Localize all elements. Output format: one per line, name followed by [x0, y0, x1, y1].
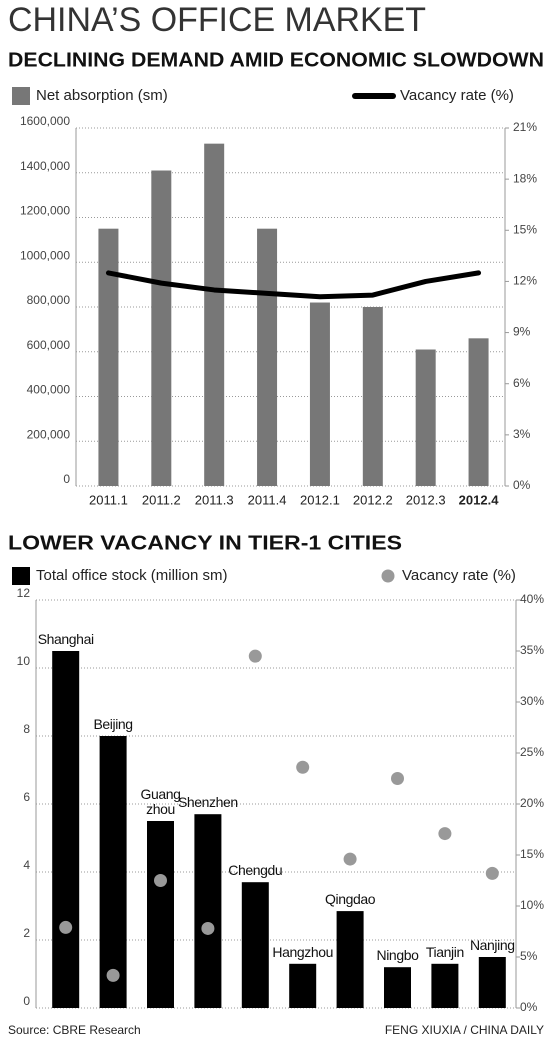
legend-label: Vacancy rate (%) [402, 567, 516, 584]
y-tick-label: 1600,000 [20, 114, 70, 128]
credit: FENG XIUXIA / CHINA DAILY [385, 1023, 544, 1037]
legend-swatch [12, 567, 30, 585]
y-tick-label: 1200,000 [20, 204, 70, 218]
bar [99, 736, 127, 1008]
y2-tick-label: 0% [520, 1000, 538, 1014]
y2-tick-label: 3% [513, 427, 531, 441]
category-label lbl: Shanghai [37, 631, 94, 647]
y-tick-label: 8 [23, 722, 30, 736]
category-label lbl: Nanjing [469, 937, 515, 953]
y2-tick-label: 6% [513, 376, 531, 390]
y-tick-label: 2 [23, 926, 30, 940]
vacancy-dot [296, 760, 310, 774]
x-tick-label: 2012.1 [300, 492, 340, 507]
y2-tick-label: 30% [520, 694, 544, 708]
x-tick-label: 2011.4 [248, 492, 287, 507]
vacancy-line [105, 270, 482, 300]
vacancy-dot [106, 968, 120, 982]
y2-tick-label: 15% [513, 222, 537, 236]
bar [194, 814, 222, 1008]
source: Source: CBRE Research [8, 1023, 141, 1037]
y2-tick-label: 20% [520, 796, 544, 810]
x-tick-label: 2011.2 [142, 492, 181, 507]
y2-tick-label: 12% [513, 274, 537, 288]
category-label lbl: Ningbo [376, 947, 419, 964]
y-tick-label: 0 [63, 472, 70, 486]
y-tick-label: 10 [17, 654, 31, 668]
chart-title: LOWER VACANCY IN TIER-1 CITIES [8, 532, 402, 554]
chart-title: DECLINING DEMAND AMID ECONOMIC SLOWDOWN [8, 49, 544, 71]
category-label lbl: Shenzhen [177, 794, 238, 811]
y-tick-label: 600,000 [27, 338, 71, 352]
category-label lbl: Tianjin [425, 943, 464, 960]
x-tick-label: 2012.3 [406, 492, 446, 507]
y2-tick-label: 0% [513, 478, 531, 492]
bar [289, 963, 317, 1008]
bar [415, 349, 436, 486]
category-label lbl: Hangzhou [272, 943, 333, 960]
y2-tick-label: 9% [513, 325, 531, 339]
vacancy-dot [201, 921, 215, 935]
vacancy-dot [438, 827, 452, 841]
bar [309, 302, 330, 486]
bar [147, 821, 174, 1008]
y-tick-label: 6 [23, 790, 30, 804]
bar [431, 963, 459, 1008]
y2-tick-label: 15% [520, 847, 544, 861]
y-tick-label: 200,000 [27, 427, 71, 441]
bar [362, 307, 383, 486]
y-tick-label: 4 [23, 858, 30, 872]
legend-label: Total office stock (million sm) [36, 567, 227, 584]
x-tick-label: 2012.4 [459, 492, 500, 507]
bar [52, 651, 80, 1008]
y2-tick-label: 25% [520, 745, 544, 759]
y2-tick-label: 21% [513, 120, 537, 134]
vacancy-dot [154, 874, 167, 887]
y-tick-label: 1400,000 [20, 159, 70, 173]
y-tick-label: 12 [17, 586, 31, 600]
category-label lbl: Guang zhou [140, 786, 181, 817]
bar [336, 911, 364, 1008]
category-label lbl: Beijing [93, 716, 133, 732]
y-tick-label: 1000,000 [20, 248, 70, 262]
y-tick-label: 400,000 [27, 383, 71, 397]
x-tick-label: 2012.2 [353, 492, 393, 507]
bar [151, 170, 172, 486]
y2-tick-label: 40% [520, 592, 544, 606]
category-label lbl: Qingdao [325, 891, 376, 908]
bar [257, 228, 278, 486]
bar [384, 967, 411, 1008]
bar [241, 882, 269, 1008]
bar [98, 228, 119, 486]
page-title: CHINA’S OFFICE MARKET [8, 1, 426, 39]
bar [478, 957, 506, 1008]
bar [468, 338, 489, 486]
bar [204, 143, 225, 486]
vacancy-dot [248, 649, 262, 663]
vacancy-dot [391, 772, 404, 785]
x-tick-label: 2011.3 [195, 492, 234, 507]
legend-label: Vacancy rate (%) [400, 87, 514, 104]
y2-tick-label: 10% [520, 898, 544, 912]
legend-swatch [381, 569, 395, 583]
y-tick-label: 0 [23, 994, 30, 1008]
y2-tick-label: 35% [520, 643, 544, 657]
legend-swatch [12, 87, 30, 105]
y2-tick-label: 18% [513, 171, 537, 185]
vacancy-dot [485, 866, 499, 880]
x-tick-label: 2011.1 [89, 492, 128, 507]
vacancy-dot [343, 852, 357, 866]
y-tick-label: 800,000 [27, 293, 71, 307]
vacancy-dot [59, 920, 73, 934]
category-label lbl: Chengdu [228, 862, 283, 879]
legend-label: Net absorption (sm) [36, 87, 168, 104]
y2-tick-label: 5% [520, 949, 538, 963]
